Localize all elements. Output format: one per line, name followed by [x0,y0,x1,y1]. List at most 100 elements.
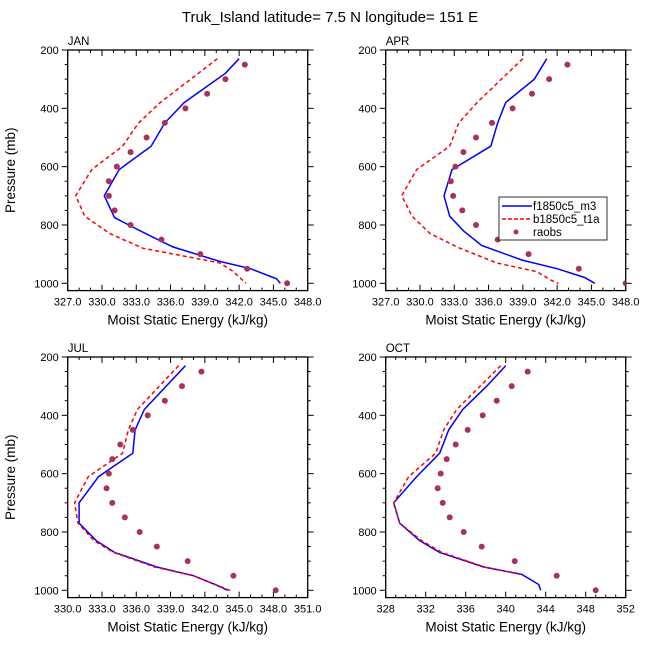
y-tick-label: 600 [40,469,58,481]
raobs-point [103,485,110,492]
raobs-point [204,90,211,97]
raobs-point [153,543,160,550]
x-tick-label: 342.0 [543,297,571,309]
raobs-point [105,178,112,185]
raobs-point [222,76,229,83]
raobs-point [198,368,205,375]
x-tick-label: 327.0 [372,297,400,309]
raobs-point [452,441,459,448]
x-axis-title: Moist Static Energy (kJ/kg) [107,313,268,328]
x-tick-label: 330.0 [88,297,116,309]
x-tick-label: 348.0 [612,297,640,309]
x-tick-label: 333.0 [88,604,116,616]
raobs-point [511,558,518,565]
raobs-point [553,572,560,579]
y-tick-label: 800 [40,220,58,232]
raobs-point [447,178,454,185]
plot-area [392,365,599,594]
raobs-point [478,543,485,550]
series-line-b1850c5-t1a [392,365,520,576]
raobs-point [105,470,112,477]
raobs-point [479,412,486,419]
plot-frame [385,356,627,599]
y-tick-label: 1000 [352,585,376,597]
raobs-point [437,470,444,477]
raobs-point [284,280,291,287]
raobs-point [546,76,553,83]
raobs-point [464,426,471,433]
series-line-b1850c5-t1a [400,58,559,284]
panel-title: APR [386,36,410,48]
plot-frame [67,49,309,292]
y-tick-label: 400 [40,103,58,115]
panel-jul: JUL 330.0 333.0 336.0 339.0 342.0 345.0 348.0 35… [3,343,321,635]
panel-title: JUL [68,343,89,355]
y-tick-label: 200 [40,45,58,57]
figure-title: Truk_Island latitude= 7.5 N longitude= 1… [182,9,478,26]
series-line-f1850c5-m3 [443,58,596,284]
raobs-point [109,456,116,463]
series-line-b1850c5-t1a [73,365,231,591]
raobs-point [161,397,168,404]
x-tick-label: 345.0 [225,604,253,616]
raobs-point [488,119,495,126]
x-tick-label: 339.0 [509,297,537,309]
raobs-point [472,221,479,228]
series-line-b1850c5-t1a [74,58,247,284]
raobs-point [622,280,626,287]
x-tick-label: 339.0 [191,297,219,309]
y-tick-label: 800 [40,527,58,539]
raobs-point [509,105,516,112]
raobs-point [117,441,124,448]
x-tick-label: 342.0 [225,297,253,309]
x-tick-label: 344 [537,604,555,616]
x-tick-label: 348 [577,604,595,616]
series-line-f1850c5-m3 [103,58,281,284]
raobs-point [121,514,128,521]
x-tick-label: 330.0 [54,604,82,616]
x-tick-label: 328 [377,604,395,616]
raobs-point [472,134,479,141]
y-tick-label: 200 [358,352,376,364]
raobs-point [197,251,204,258]
raobs-point [446,514,453,521]
x-tick-label: 336.0 [157,297,185,309]
plot-area [73,365,279,594]
x-tick-label: 336 [457,604,475,616]
y-tick-label: 400 [358,410,376,422]
y-tick-label: 400 [40,410,58,422]
raobs-point [143,134,150,141]
raobs-point [184,558,191,565]
raobs-point [178,383,185,390]
raobs-point [272,587,279,594]
x-tick-label: 332 [417,604,435,616]
y-tick-label: 200 [358,45,376,57]
raobs-point [127,221,134,228]
raobs-point [439,499,446,506]
raobs-point [244,265,251,272]
raobs-point [450,192,457,199]
y-tick-label: 600 [40,162,58,174]
x-tick-label: 345.0 [578,297,606,309]
raobs-point [109,499,116,506]
panel-jan: JAN 327.0 330.0 333.0 336.0 339.0 342.0 345.0 34… [3,36,321,328]
x-tick-label: 351.0 [294,604,322,616]
x-tick-label: 345.0 [260,297,288,309]
y-tick-label: 1000 [34,278,58,290]
x-tick-label: 352 [617,604,635,616]
raobs-point [182,105,189,112]
raobs-point [144,412,151,419]
x-tick-label: 348.0 [260,604,288,616]
legend-label: raobs [533,227,562,239]
panel-title: JAN [68,36,90,48]
x-axis-title: Moist Static Energy (kJ/kg) [425,313,586,328]
raobs-point [508,383,515,390]
raobs-point [459,207,466,214]
x-tick-label: 327.0 [54,297,82,309]
raobs-point [111,207,118,214]
raobs-point [241,61,248,68]
raobs-point [230,572,237,579]
raobs-point [592,587,599,594]
raobs-point [528,90,535,97]
